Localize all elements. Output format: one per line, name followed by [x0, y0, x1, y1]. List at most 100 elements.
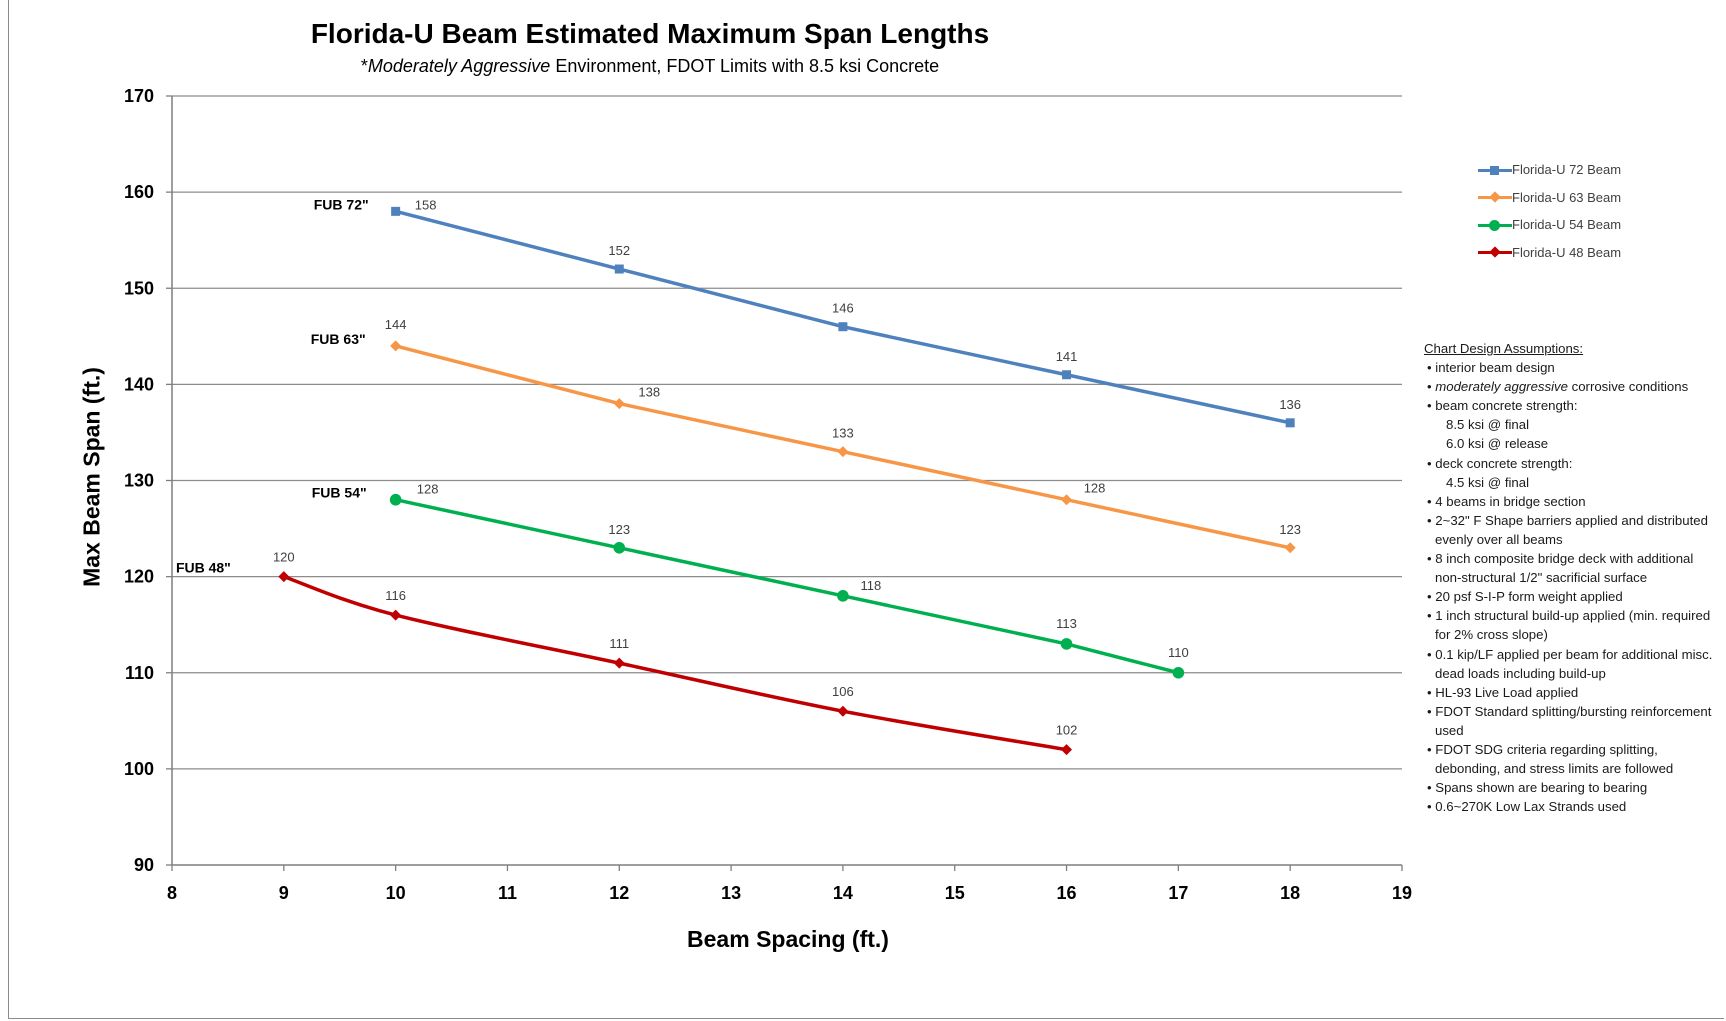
series-tag-label: FUB 54" [312, 485, 367, 501]
gridlines [172, 95, 1402, 770]
assumption-item: • HL-93 Live Load applied [1427, 684, 1579, 700]
assumption-subitem: 8.5 ksi @ final [1446, 417, 1530, 433]
x-tick-label: 11 [498, 883, 517, 903]
data-label: 152 [608, 243, 630, 258]
y-tick-label: 140 [124, 374, 154, 394]
data-label: 144 [385, 317, 407, 332]
assumption-item: • Spans shown are bearing to bearing [1427, 780, 1648, 796]
legend-swatch [1478, 245, 1512, 259]
assumption-item: • 20 psf S-I-P form weight applied [1427, 589, 1623, 605]
data-point [1061, 744, 1073, 756]
data-label: 141 [1056, 349, 1078, 364]
x-tick-label: 16 [1057, 883, 1077, 903]
legend-swatch [1478, 163, 1512, 177]
legend-label: Florida-U 54 Beam [1512, 217, 1622, 233]
data-label: 110 [1168, 645, 1189, 660]
chart-subtitle: *Moderately Aggressive Environment, FDOT… [250, 56, 1050, 77]
legend-item: Florida-U 63 Beam [1478, 184, 1621, 212]
assumption-item: • FDOT Standard splitting/bursting reinf… [1427, 703, 1712, 738]
series-tag-label: FUB 48" [176, 560, 231, 576]
x-axis-label: Beam Spacing (ft.) [687, 926, 889, 952]
assumptions-heading: Chart Design Assumptions: [1424, 341, 1584, 356]
y-tick-label: 150 [124, 278, 154, 298]
y-tick-label: 170 [124, 86, 154, 106]
x-tick-label: 14 [833, 883, 853, 903]
chart-frame [8, 0, 1724, 1019]
y-tick-label: 100 [124, 759, 154, 779]
subtitle-emphasis: Moderately Aggressive [367, 56, 551, 76]
data-label: 113 [1056, 616, 1077, 631]
tick-labels: 90 100 110 120 130 140 150 160 170 8 9 10 11 12 13 14 15… [124, 86, 1412, 903]
data-point [1061, 494, 1073, 506]
data-label: 118 [861, 578, 882, 593]
assumption-item: • 0.6~270K Low Lax Strands used [1427, 799, 1627, 815]
assumption-subitem: 4.5 ksi @ final [1446, 474, 1530, 490]
data-point [1172, 666, 1185, 679]
legend: Florida-U 72 Beam Florida-U 63 Beam Florid… [1478, 156, 1621, 266]
data-label: 128 [417, 482, 439, 497]
data-point [1060, 638, 1073, 650]
x-tick-label: 10 [386, 883, 406, 903]
data-point [838, 322, 848, 332]
legend-item: Florida-U 72 Beam [1478, 156, 1621, 184]
data-labels: 158 152 146 141 136 FUB 72" 144 138 133 128 123 FUB… [176, 196, 1301, 737]
data-point [837, 705, 849, 717]
legend-label: Florida-U 48 Beam [1512, 244, 1622, 260]
series-tag-label: FUB 72" [314, 196, 369, 212]
series-florida-u-63-beam [390, 340, 1296, 554]
x-tick-label: 13 [721, 883, 741, 903]
x-tick-label: 12 [609, 883, 629, 903]
data-label: 123 [608, 522, 630, 537]
x-tick-label: 18 [1280, 883, 1300, 903]
assumption-item: • moderately aggressive corrosive condit… [1427, 379, 1689, 395]
data-point [613, 541, 626, 554]
assumption-item: • 4 beams in bridge section [1427, 493, 1586, 509]
assumption-item: • 0.1 kip/LF applied per beam for additi… [1427, 646, 1713, 681]
assumption-item: • beam concrete strength: [1427, 398, 1578, 414]
y-tick-label: 160 [124, 182, 154, 202]
assumption-item: • 2~32" F Shape barriers applied and dis… [1427, 512, 1708, 547]
x-tick-label: 8 [167, 883, 177, 903]
data-label: 138 [638, 385, 660, 400]
data-label: 116 [385, 588, 406, 603]
data-label: 111 [609, 636, 629, 651]
data-point [837, 590, 849, 602]
data-label: 158 [415, 197, 437, 212]
series-florida-u-54-beam [389, 493, 1185, 679]
subtitle-asterisk: * [360, 56, 368, 76]
series-line [283, 574, 1067, 752]
assumption-item: • deck concrete strength: [1427, 455, 1573, 471]
data-label: 146 [832, 301, 854, 316]
legend-label: Florida-U 72 Beam [1512, 162, 1622, 178]
data-point [390, 340, 402, 352]
chart-title: Florida-U Beam Estimated Maximum Span Le… [310, 18, 990, 49]
y-axis-label: Max Beam Span (ft.) [78, 367, 105, 587]
y-tick-label: 120 [124, 567, 154, 587]
x-tick-label: 17 [1168, 883, 1188, 903]
assumption-item: • FDOT SDG criteria regarding splitting,… [1427, 741, 1674, 777]
series-line [395, 209, 1291, 425]
x-tick-label: 15 [945, 883, 965, 903]
series-tag-label: FUB 63" [311, 331, 366, 347]
legend-swatch [1478, 190, 1512, 204]
x-tick-label: 9 [279, 883, 289, 903]
assumption-subitem: 6.0 ksi @ release [1446, 436, 1549, 452]
data-point [1284, 542, 1296, 554]
data-point [1062, 370, 1072, 380]
assumption-item: • 8 inch composite bridge deck with addi… [1427, 551, 1694, 586]
y-tick-label: 130 [124, 471, 154, 491]
series-line [395, 498, 1179, 675]
design-assumptions: Chart Design Assumptions: • interior bea… [1424, 339, 1714, 816]
legend-swatch [1478, 218, 1512, 232]
assumption-item: • interior beam design [1427, 360, 1555, 376]
data-label: 106 [832, 684, 854, 699]
assumption-item: • 1 inch structural build-up applied (mi… [1427, 608, 1711, 643]
legend-item: Florida-U 54 Beam [1478, 211, 1621, 239]
subtitle-rest: Environment, FDOT Limits with 8.5 ksi Co… [550, 56, 940, 76]
x-tick-label: 19 [1392, 883, 1412, 903]
data-point [389, 493, 402, 506]
data-label: 136 [1279, 397, 1301, 412]
data-label: 123 [1279, 522, 1301, 537]
data-label: 102 [1056, 723, 1078, 738]
legend-item: Florida-U 48 Beam [1478, 239, 1621, 267]
